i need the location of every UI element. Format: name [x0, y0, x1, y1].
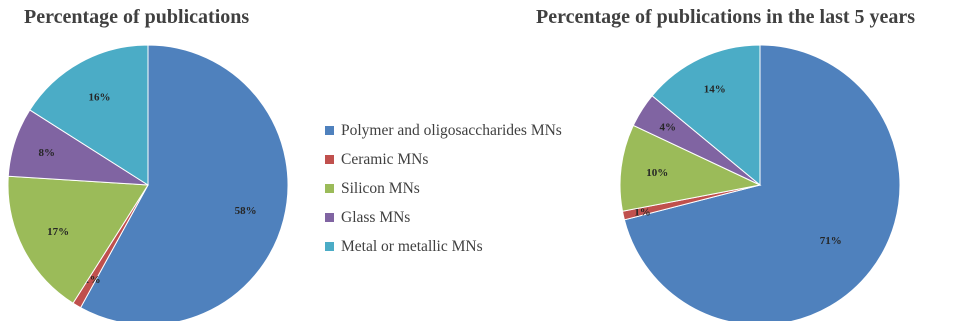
legend-label: Polymer and oligosaccharides MNs — [341, 121, 562, 139]
data-label-polymer-and-oligosaccharides-mns: 71% — [820, 235, 842, 247]
pie-slice-polymer-and-oligosaccharides-mns — [623, 44, 901, 321]
pie-chart-right: 71% 1% 10% 4% 14% — [619, 44, 901, 321]
legend-swatch — [325, 126, 334, 135]
legend-item-polymer: Polymer and oligosaccharides MNs — [325, 116, 562, 145]
legend-swatch — [325, 184, 334, 193]
legend-label: Glass MNs — [341, 208, 411, 226]
legend-label: Ceramic MNs — [341, 150, 429, 168]
data-label-metal-or-metallic-mns: 16% — [88, 92, 110, 104]
data-label-metal-or-metallic-mns: 14% — [704, 84, 726, 96]
legend-swatch — [325, 213, 334, 222]
legend-item-metal: Metal or metallic MNs — [325, 232, 562, 261]
data-label-ceramic-mns: 1% — [634, 206, 651, 218]
pie-slice-metal-or-metallic-mns — [29, 44, 149, 186]
pie-slice-silicon-mns — [619, 124, 762, 212]
legend-item-silicon: Silicon MNs — [325, 174, 562, 203]
legend-swatch — [325, 242, 334, 251]
legend-label: Silicon MNs — [341, 179, 420, 197]
legend-item-ceramic: Ceramic MNs — [325, 145, 562, 174]
legend: Polymer and oligosaccharides MNs Ceramic… — [325, 116, 562, 261]
legend-swatch — [325, 155, 334, 164]
pie-slice-metal-or-metallic-mns — [651, 44, 761, 187]
data-label-silicon-mns: 10% — [646, 167, 668, 179]
data-label-polymer-and-oligosaccharides-mns: 58% — [235, 205, 257, 217]
data-label-glass-mns: 8% — [39, 147, 56, 159]
pie-slice-silicon-mns — [7, 175, 149, 304]
legend-item-glass: Glass MNs — [325, 203, 562, 232]
pie-chart-left: 58%1%17%8%16% — [7, 44, 289, 321]
pie-slice-polymer-and-oligosaccharides-mns — [79, 44, 289, 321]
chart-title-right: Percentage of publications in the last 5… — [536, 6, 916, 28]
chart-title-left: Percentage of publications — [24, 6, 250, 28]
data-label-glass-mns: 4% — [660, 121, 677, 133]
legend-label: Metal or metallic MNs — [341, 237, 483, 255]
data-label-silicon-mns: 17% — [47, 226, 69, 238]
